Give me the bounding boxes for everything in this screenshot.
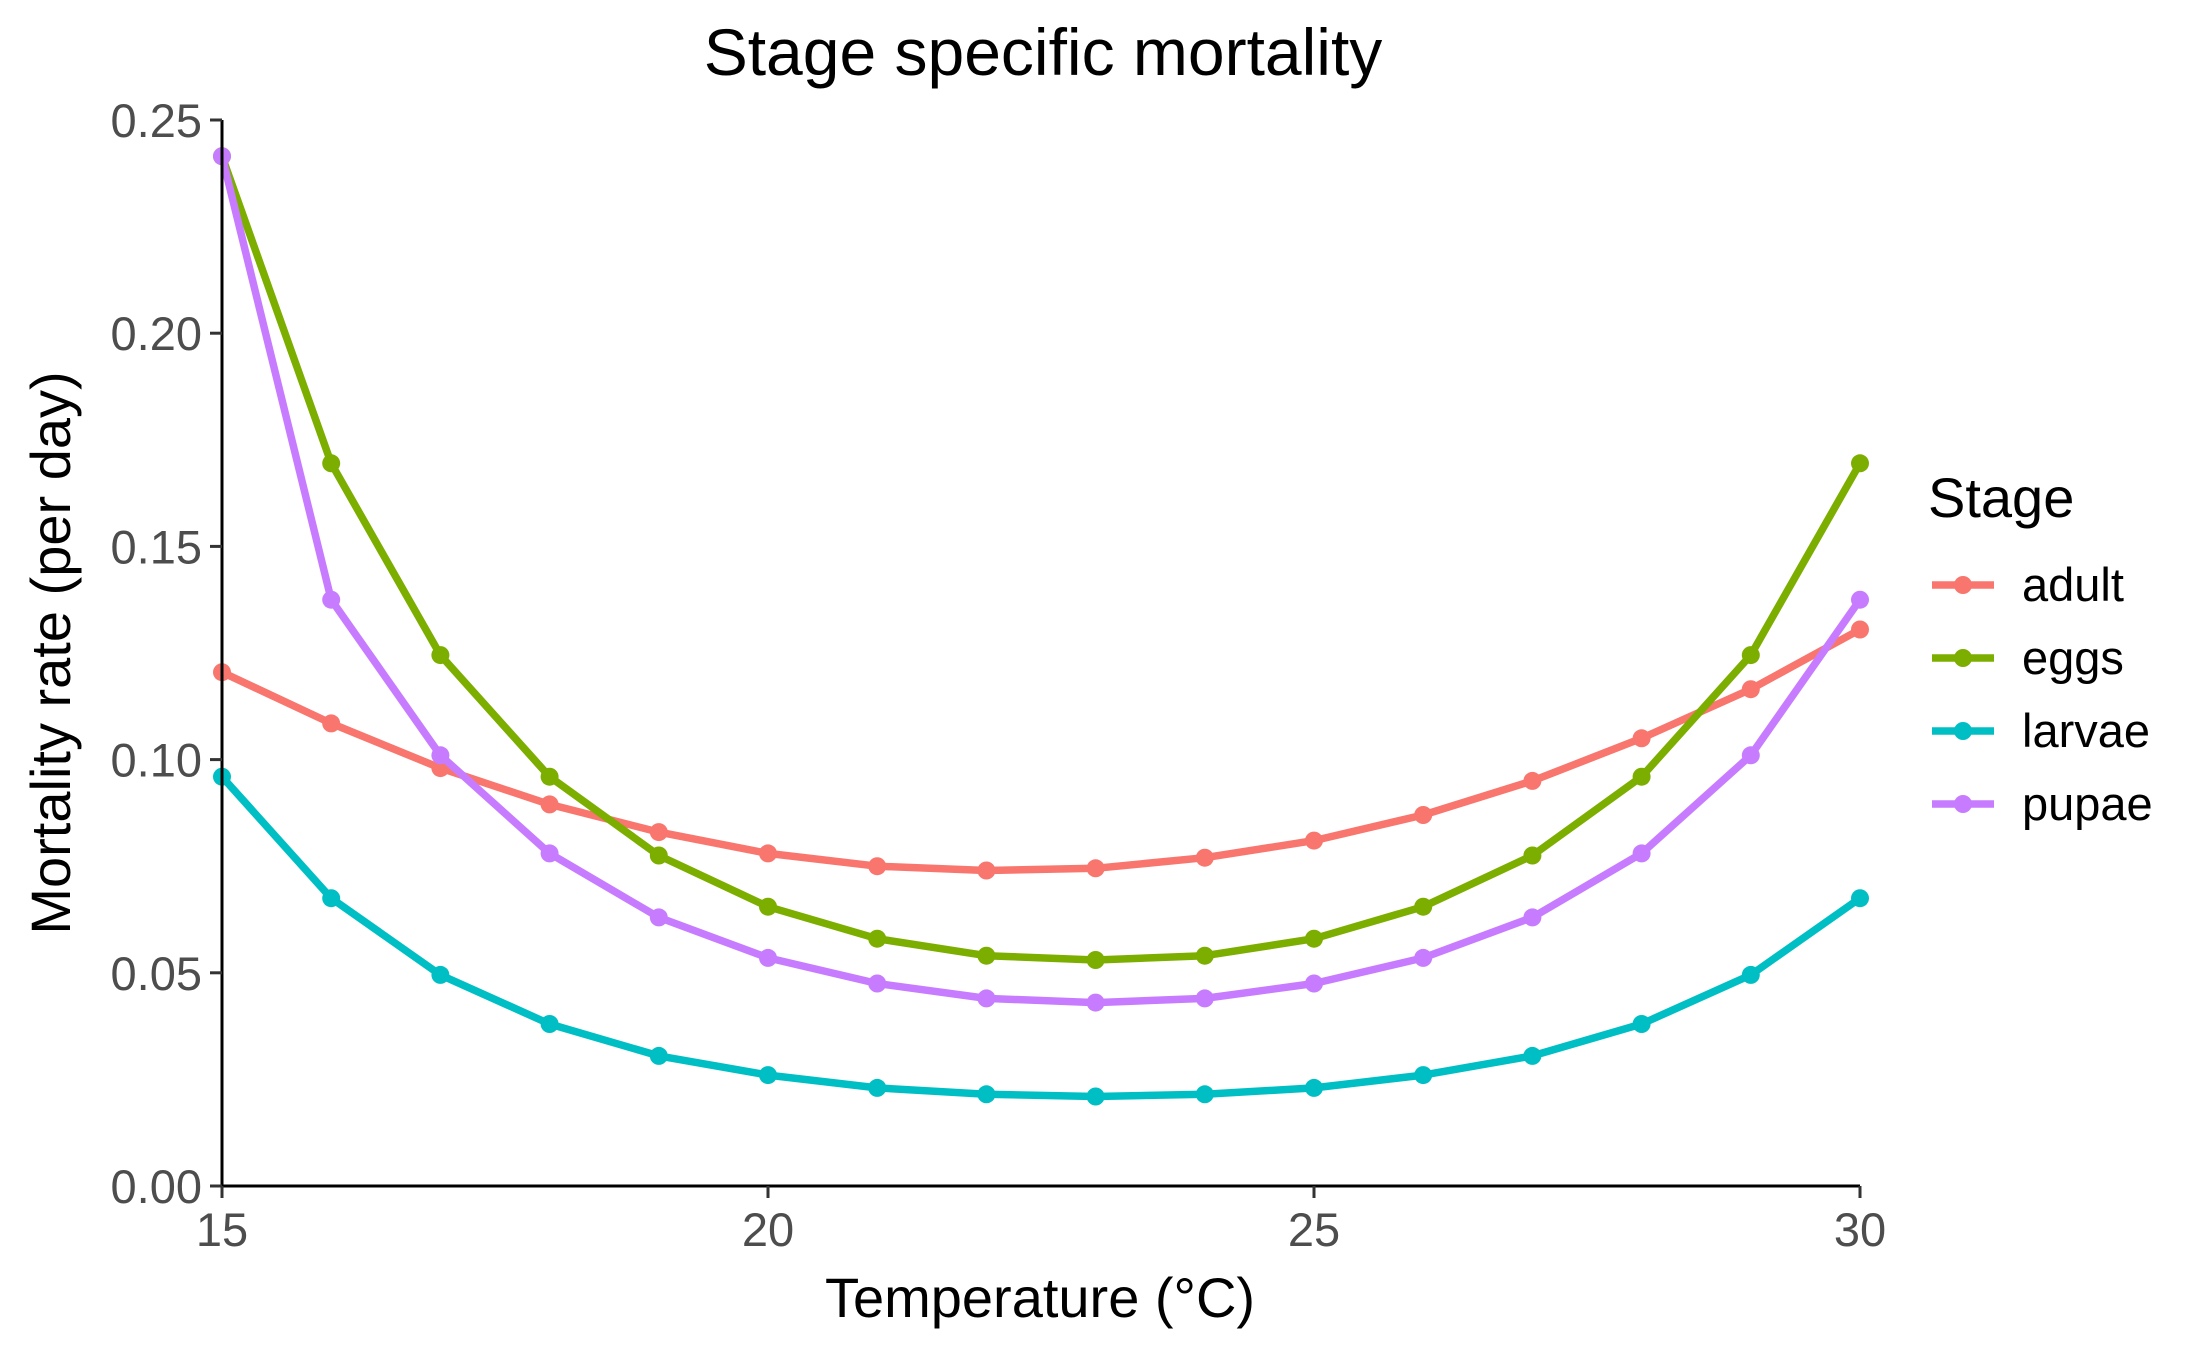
data-point-eggs: [1195, 946, 1214, 965]
data-point-eggs: [868, 929, 887, 948]
data-point-pupae: [1414, 948, 1433, 967]
series-line-adult: [220, 626, 1862, 875]
data-point-pupae: [1851, 590, 1869, 609]
series-larvae: [213, 767, 1869, 1106]
data-point-eggs: [1305, 929, 1323, 948]
data-point-adult: [977, 861, 996, 880]
data-point-larvae: [1195, 1085, 1214, 1104]
data-point-eggs: [1086, 951, 1105, 969]
data-point-larvae: [649, 1046, 668, 1065]
legend-label: adult: [2022, 558, 2124, 611]
data-point-pupae: [540, 844, 559, 863]
legend-item-pupae: pupae: [1932, 777, 2153, 830]
y-axis-ticks: 0.00 0.05 0.10 0.15 0.20 0.25: [111, 94, 222, 1213]
y-tick-label: 0.20: [111, 307, 202, 360]
data-point-adult: [1851, 620, 1869, 639]
legend-key-point: [1954, 722, 1972, 740]
data-point-pupae: [1632, 844, 1651, 863]
legend-item-eggs: eggs: [1932, 631, 2124, 684]
data-point-eggs: [322, 454, 341, 473]
y-tick-label: 0.00: [111, 1160, 202, 1213]
y-tick-label: 0.10: [111, 734, 202, 787]
data-point-adult: [1523, 771, 1542, 790]
data-point-adult: [1195, 848, 1214, 867]
data-point-eggs: [1741, 646, 1760, 665]
data-point-adult: [868, 857, 887, 876]
data-point-eggs: [759, 897, 777, 916]
x-tick-label: 15: [196, 1203, 248, 1256]
legend-key-point: [1954, 795, 1972, 813]
data-point-adult: [1632, 729, 1651, 748]
data-point-larvae: [1086, 1087, 1105, 1106]
data-point-larvae: [759, 1066, 777, 1085]
data-point-eggs: [977, 946, 996, 965]
x-tick-label: 25: [1288, 1203, 1340, 1256]
data-point-pupae: [868, 974, 887, 993]
y-tick-label: 0.25: [111, 94, 202, 147]
y-tick-label: 0.15: [111, 520, 202, 573]
legend: Stage adult eggs larvae pupae: [1928, 466, 2153, 830]
legend-label: eggs: [2022, 631, 2124, 684]
data-point-pupae: [1741, 746, 1760, 765]
data-point-adult: [1086, 859, 1105, 878]
data-point-larvae: [431, 965, 450, 984]
data-point-pupae: [1305, 974, 1323, 993]
data-point-eggs: [1414, 897, 1433, 916]
y-axis-title: Mortality rate (per day): [19, 371, 82, 934]
data-point-adult: [322, 714, 341, 733]
data-point-adult: [1305, 831, 1323, 850]
legend-item-larvae: larvae: [1932, 704, 2150, 757]
series-adult: [213, 620, 1869, 880]
data-point-larvae: [868, 1078, 887, 1097]
chart-title: Stage specific mortality: [704, 15, 1383, 89]
data-point-larvae: [322, 889, 341, 908]
series-line-pupae: [218, 155, 1864, 1007]
data-point-eggs: [1851, 454, 1869, 473]
data-point-pupae: [759, 948, 777, 967]
data-point-eggs: [540, 767, 559, 786]
data-point-larvae: [1414, 1066, 1433, 1085]
data-point-adult: [1741, 680, 1760, 699]
x-tick-label: 30: [1834, 1203, 1886, 1256]
y-tick-label: 0.05: [111, 947, 202, 1000]
data-point-eggs: [431, 646, 450, 665]
data-point-larvae: [1851, 889, 1869, 908]
series-pupae: [213, 147, 1869, 1012]
legend-label: pupae: [2022, 777, 2153, 830]
legend-key-point: [1954, 649, 1972, 667]
data-point-adult: [540, 795, 559, 814]
series-line-larvae: [219, 774, 1863, 1101]
legend-key-point: [1954, 576, 1972, 594]
x-tick-label: 20: [742, 1203, 794, 1256]
data-point-adult: [1414, 806, 1433, 824]
data-point-eggs: [1523, 846, 1542, 865]
plot-area: [213, 147, 1869, 1106]
data-point-larvae: [1741, 965, 1760, 984]
legend-title: Stage: [1928, 466, 2074, 529]
x-axis-ticks: 15 20 25 30: [196, 1186, 1886, 1256]
series-line-eggs: [218, 154, 1864, 964]
data-point-pupae: [649, 908, 668, 927]
data-point-larvae: [977, 1085, 996, 1104]
data-point-adult: [649, 823, 668, 842]
data-point-larvae: [1523, 1046, 1542, 1065]
legend-item-adult: adult: [1932, 558, 2124, 611]
data-point-pupae: [1086, 993, 1105, 1012]
data-point-pupae: [1523, 908, 1542, 927]
data-point-larvae: [1632, 1015, 1651, 1033]
data-point-pupae: [977, 989, 996, 1008]
data-point-pupae: [322, 590, 341, 609]
series-eggs: [213, 147, 1869, 969]
data-point-larvae: [1305, 1078, 1323, 1097]
data-point-larvae: [540, 1015, 559, 1033]
x-axis-title: Temperature (°C): [825, 1266, 1255, 1329]
data-point-eggs: [649, 846, 668, 865]
data-point-pupae: [1195, 989, 1214, 1008]
data-point-pupae: [431, 746, 450, 765]
data-point-eggs: [1632, 767, 1651, 786]
data-point-adult: [759, 844, 777, 863]
legend-label: larvae: [2022, 704, 2150, 757]
